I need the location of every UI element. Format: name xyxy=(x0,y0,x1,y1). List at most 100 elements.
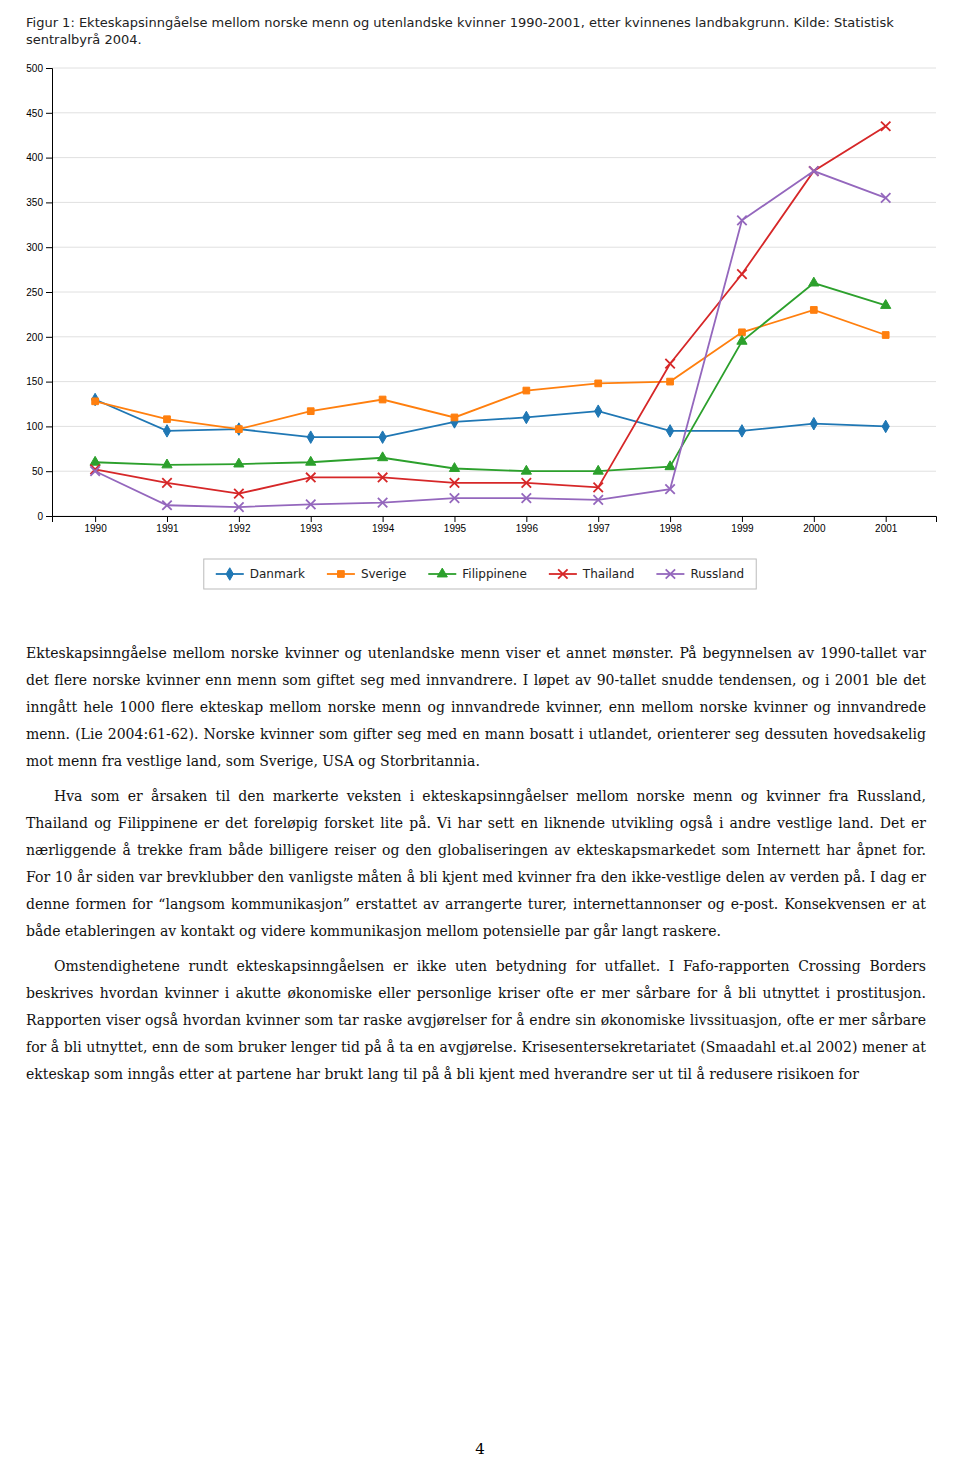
point xyxy=(162,459,172,468)
point xyxy=(164,416,171,423)
x-tick-mark xyxy=(454,516,455,522)
point xyxy=(307,431,314,443)
grid-line xyxy=(52,336,936,337)
legend-label: Thailand xyxy=(582,567,635,581)
y-tick: 50 xyxy=(32,466,52,477)
y-tick: 0 xyxy=(37,511,52,522)
y-tick: 300 xyxy=(26,242,52,253)
y-axis: 050100150200250300350400450500 xyxy=(26,63,52,522)
page-number: 4 xyxy=(0,1440,960,1458)
y-tick-label: 200 xyxy=(26,332,43,343)
y-tick-mark xyxy=(46,292,52,293)
legend-item: Danmark xyxy=(216,567,305,581)
point xyxy=(162,478,171,487)
plot: 1990199119921993199419951996199719981999… xyxy=(26,63,936,534)
x-tick-mark xyxy=(239,516,240,522)
legend-marker xyxy=(226,568,233,580)
point xyxy=(809,166,818,175)
point xyxy=(92,398,99,405)
point xyxy=(882,332,889,339)
legend-item: Sverige xyxy=(327,567,406,581)
x-tick: 1992 xyxy=(228,516,251,534)
x-tick: 1991 xyxy=(156,516,179,534)
point xyxy=(378,452,388,461)
x-tick-mark xyxy=(95,516,96,522)
grid-line xyxy=(52,157,936,158)
point xyxy=(90,456,100,465)
legend-frame xyxy=(204,559,756,589)
y-tick-label: 0 xyxy=(37,511,43,522)
point xyxy=(737,216,746,225)
point xyxy=(881,193,890,202)
point xyxy=(234,502,243,511)
series-line xyxy=(95,126,886,493)
point xyxy=(523,411,530,423)
x-tick: 1998 xyxy=(659,516,682,534)
x-tick-label: 1993 xyxy=(300,523,323,534)
point xyxy=(306,473,315,482)
x-tick-mark xyxy=(670,516,671,522)
legend-marker xyxy=(437,568,447,577)
grid-line xyxy=(52,426,936,427)
legend-item: Filippinene xyxy=(428,567,527,581)
x-tick-mark xyxy=(311,516,312,522)
x-tick-label: 1991 xyxy=(156,523,179,534)
point xyxy=(593,465,603,474)
x-tick: 1994 xyxy=(372,516,395,534)
point xyxy=(665,461,675,470)
series-line xyxy=(95,171,886,507)
point xyxy=(236,426,243,433)
point xyxy=(881,122,890,131)
y-tick-mark xyxy=(46,471,52,472)
point xyxy=(90,466,99,475)
x-tick-label: 1999 xyxy=(731,523,754,534)
x-tick-label: 1995 xyxy=(444,523,467,534)
x-tick-label: 1998 xyxy=(659,523,682,534)
x-tick: 1995 xyxy=(444,516,467,534)
point xyxy=(450,478,459,487)
grid-line xyxy=(52,381,936,382)
grid-line xyxy=(52,247,936,248)
paragraph: Hva som er årsaken til den markerte veks… xyxy=(26,783,926,945)
legend-label: Sverige xyxy=(361,567,406,581)
y-tick-mark xyxy=(46,382,52,383)
point xyxy=(595,380,602,387)
point xyxy=(809,277,819,286)
paragraph: Omstendighetene rundt ekteskapsinngåelse… xyxy=(26,953,926,1088)
point xyxy=(523,387,530,394)
point xyxy=(451,414,458,421)
point xyxy=(522,478,531,487)
point xyxy=(235,423,242,435)
x-tick-mark xyxy=(383,516,384,522)
x-tick-label: 1992 xyxy=(228,523,251,534)
y-tick-label: 150 xyxy=(26,376,43,387)
point xyxy=(307,408,314,415)
y-tick-label: 400 xyxy=(26,152,43,163)
x-tick-mark xyxy=(167,516,168,522)
point xyxy=(810,307,817,314)
y-tick: 350 xyxy=(26,197,52,208)
legend-label: Filippinene xyxy=(462,567,527,581)
series xyxy=(92,307,889,433)
point xyxy=(162,501,171,510)
y-tick: 150 xyxy=(26,376,52,387)
legend-marker xyxy=(558,569,567,578)
point xyxy=(522,493,531,502)
point xyxy=(810,417,817,429)
grid-line xyxy=(52,68,936,69)
point xyxy=(234,458,244,467)
x-tick-mark xyxy=(814,516,815,522)
y-tick: 450 xyxy=(26,108,52,119)
point xyxy=(378,498,387,507)
y-tick-label: 350 xyxy=(26,197,43,208)
legend-marker xyxy=(338,571,345,578)
point xyxy=(379,431,386,443)
legend-item: Thailand xyxy=(549,567,635,581)
x-tick: 1990 xyxy=(84,516,107,534)
paragraph: Ekteskapsinngåelse mellom norske kvinner… xyxy=(26,640,926,775)
x-tick-label: 2001 xyxy=(875,523,898,534)
point xyxy=(234,489,243,498)
series xyxy=(90,277,891,474)
x-tick-mark xyxy=(886,516,887,522)
point xyxy=(92,393,99,405)
